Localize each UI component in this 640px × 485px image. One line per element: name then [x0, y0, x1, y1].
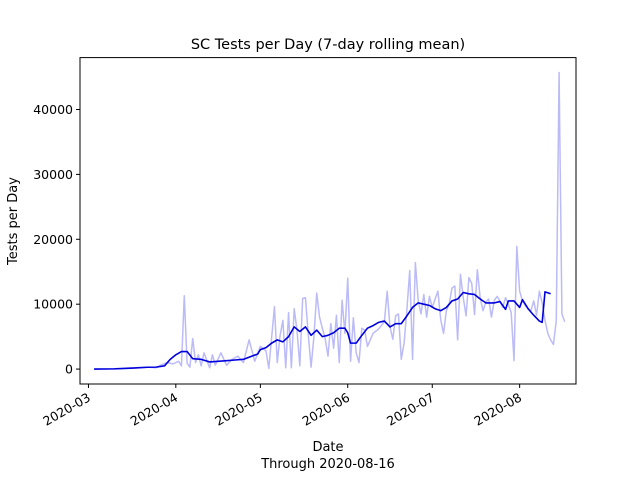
y-axis-label: Tests per Day — [6, 177, 21, 266]
x-axis-sublabel: Through 2020-08-16 — [260, 457, 395, 472]
y-axis-ticks: 0 10000 20000 30000 40000 — [33, 102, 80, 377]
y-tick-label: 0 — [65, 362, 73, 377]
x-axis-label: Date — [312, 440, 343, 455]
axes-frame — [79, 57, 577, 385]
y-tick-label: 20000 — [33, 232, 73, 247]
y-tick-label: 10000 — [33, 297, 73, 312]
series-layer — [94, 71, 566, 370]
y-tick-label: 40000 — [33, 102, 73, 117]
y-tick-label: 30000 — [33, 167, 73, 182]
chart-title: SC Tests per Day (7-day rolling mean) — [191, 37, 465, 53]
rolling-mean-line — [94, 291, 551, 370]
